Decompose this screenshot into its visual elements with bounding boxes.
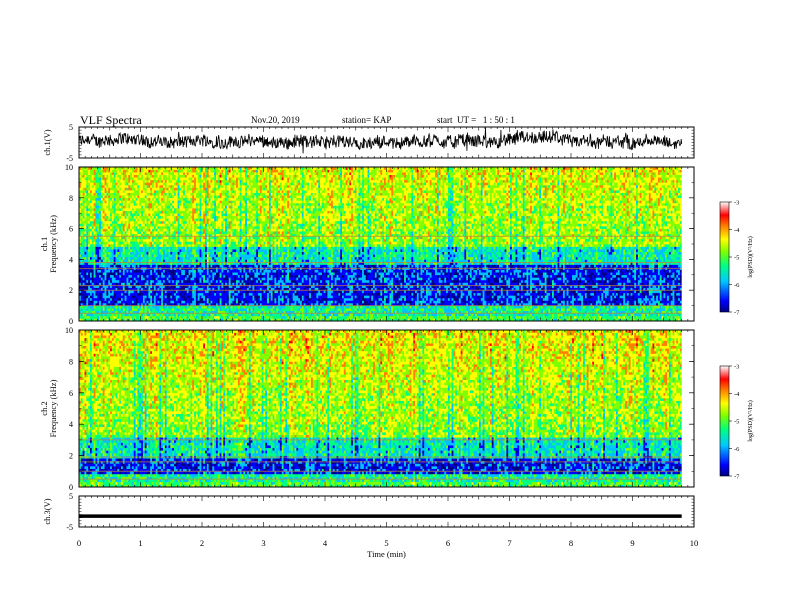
ch1-colorbar-tick-2: -5 xyxy=(734,255,739,262)
ch2-colorbar-tick-1: -4 xyxy=(734,391,740,398)
ch2-spec-ytick-2: 4 xyxy=(69,420,73,429)
xtick-label-7: 7 xyxy=(507,538,511,548)
ch2-spec-ytick-5: 10 xyxy=(65,326,73,335)
time-axis: 0 1 2 3 4 5 6 7 8 9 10 Time (min) xyxy=(77,538,698,559)
xtick-label-1: 1 xyxy=(138,538,142,548)
xtick-label-6: 6 xyxy=(446,538,450,548)
ch2-spec-ytick-0: 0 xyxy=(69,483,73,492)
station-label: station= KAP xyxy=(342,115,391,125)
ch1-spec-ylabel-1: Frequency (kHz) xyxy=(48,215,58,273)
xtick-label-3: 3 xyxy=(261,538,265,548)
ch2-colorbar-label: log(PSD)(V²/Hz) xyxy=(747,400,754,441)
xtick-label-10: 10 xyxy=(690,538,699,548)
ch2-colorbar-bar xyxy=(719,365,730,477)
ch1-colorbar-tick-0: -3 xyxy=(734,200,739,207)
figure-title: VLF Spectra xyxy=(80,113,142,128)
ch1-spec-ytick-4: 8 xyxy=(69,194,73,203)
ch1-colorbar-tick-3: -6 xyxy=(734,282,740,289)
ch2-colorbar: -3 -4 -5 -6 -7 log(PSD)(V²/Hz) xyxy=(719,364,754,481)
ch2-spec-ytick-4: 8 xyxy=(69,357,73,366)
date-label: Nov.20, 2019 xyxy=(251,115,300,125)
xtick-label-0: 0 xyxy=(77,538,81,548)
ch3-waveform-panel: 5 -5 ch.3(V) xyxy=(42,492,695,532)
ch2-spectrogram-panel: 0 2 4 6 8 10 ch.2 Frequency (kHz) xyxy=(39,326,695,492)
start-time-label: start UT = 1 : 50 : 1 xyxy=(437,115,515,125)
xtick-label-5: 5 xyxy=(384,538,388,548)
ch1-colorbar-tick-4: -7 xyxy=(734,310,740,317)
ch1-waveform-panel: 5 -5 ch.1(V) xyxy=(42,123,695,163)
ch2-spec-ytick-3: 6 xyxy=(69,389,73,398)
ch2-colorbar-tick-0: -3 xyxy=(734,364,739,371)
ch1-colorbar: -3 -4 -5 -6 -7 log(PSD)(V²/Hz) xyxy=(719,200,754,317)
xtick-label-9: 9 xyxy=(630,538,634,548)
ch3-wave-ytick-0: 5 xyxy=(69,492,73,501)
xaxis-label: Time (min) xyxy=(367,549,406,559)
ch1-wave-ytick-0: 5 xyxy=(69,123,73,132)
ch3-wave-ylabel-0: ch.3(V) xyxy=(42,498,52,524)
xtick-label-8: 8 xyxy=(569,538,573,548)
ch2-colorbar-tick-4: -7 xyxy=(734,474,740,481)
ch2-spec-ylabel-1: Frequency (kHz) xyxy=(48,379,58,437)
ch1-colorbar-label: log(PSD)(V²/Hz) xyxy=(747,236,754,277)
ch1-spec-ytick-2: 4 xyxy=(69,255,73,264)
ch1-colorbar-tick-1: -4 xyxy=(734,227,740,234)
ch1-wave-ylabel-0: ch.1(V) xyxy=(42,129,52,155)
xtick-label-4: 4 xyxy=(323,538,328,548)
ch2-spec-ytick-1: 2 xyxy=(69,452,73,461)
ch1-colorbar-bar xyxy=(719,201,730,313)
ch2-spec-ylabel-0: ch.2 xyxy=(39,401,49,415)
ch1-spec-ytick-3: 6 xyxy=(69,225,73,234)
ch2-colorbar-tick-3: -6 xyxy=(734,446,740,453)
ch1-spec-ytick-5: 10 xyxy=(65,163,73,172)
ch3-wave-ytick-1: -5 xyxy=(66,523,73,532)
xtick-label-2: 2 xyxy=(200,538,204,548)
ch1-spec-ytick-0: 0 xyxy=(69,317,73,326)
ch1-spec-ylabel-0: ch.1 xyxy=(39,237,49,251)
ch1-spec-ytick-1: 2 xyxy=(69,286,73,295)
ch1-wave-ytick-1: -5 xyxy=(66,154,73,163)
ch1-spectrogram-panel: 0 2 4 6 8 10 ch.1 Frequency (kHz) xyxy=(39,163,695,326)
ch1-waveform-line xyxy=(78,127,683,154)
ch2-colorbar-tick-2: -5 xyxy=(734,419,739,426)
